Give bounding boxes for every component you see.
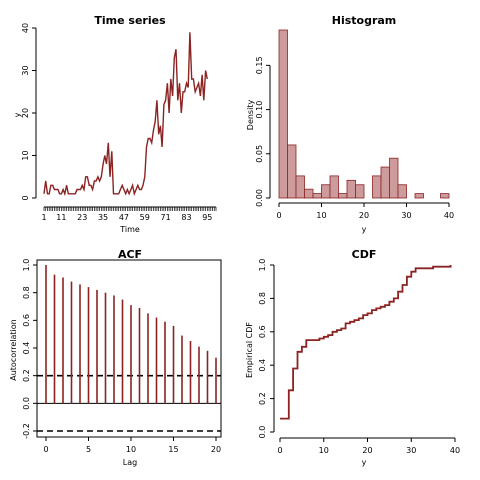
histogram-bar [346,179,356,199]
histogram-x-tick-label: 20 [359,211,369,220]
acf-plot-frame [36,259,222,438]
histogram-bar [397,184,407,199]
histogram-bar [329,175,339,199]
time-series-xlabel: Time [119,225,140,234]
histogram-y-tick-label: 0.00 [255,189,264,207]
acf-x-tick-label: 20 [211,445,221,454]
cdf-axes: 0 10 20 30 40 0.0 0.2 0.4 0.6 0.8 1.0 [258,259,460,455]
histogram-y-tick-label: 0.10 [255,101,264,119]
histogram-bar [304,188,314,199]
time-series-x-tick-label: 71 [161,213,171,222]
acf-y-tick-label: 0.8 [22,286,31,299]
acf-marks [37,265,221,432]
time-series-y-tick-label: 10 [21,150,30,160]
histogram-bar [389,157,399,199]
acf-title: ACF [118,248,142,261]
time-series-title: Time series [94,14,166,27]
histogram-bar [355,184,365,199]
histogram-bar [321,184,331,199]
acf-ylabel: Autocorrelation [9,319,18,381]
time-series-marks [43,32,208,197]
histogram-x-tick-label: 10 [316,211,326,220]
acf-x-tick-label: 5 [86,445,91,454]
acf-y-tick-label: 0.2 [22,369,31,382]
histogram-title: Histogram [332,14,397,27]
time-series-ylabel: y [13,112,22,117]
histogram-x-tick-label: 30 [401,211,411,220]
histogram-y-tick-label: 0.15 [255,56,264,74]
time-series-x-tick-label: 83 [181,213,191,222]
cdf-y-tick-label: 0.2 [258,392,267,405]
cdf-marks [280,265,452,420]
time-series-x-tick-label: 95 [202,213,212,222]
histogram-bar [380,166,390,199]
acf-y-tick-label: 1.0 [22,259,31,272]
histogram-bar [414,193,424,199]
cdf-x-tick-label: 20 [362,446,372,455]
time-series-line [43,32,208,197]
time-series-x-tick-label: 1 [41,213,46,222]
time-series-x-tick-label: 47 [119,213,129,222]
time-series-y-tick-label: 30 [21,65,30,75]
histogram-bar [372,175,382,199]
cdf-y-tick-label: 0.8 [258,292,267,305]
histogram-axes: 0 10 20 30 40 0.00 0.05 0.10 0.15 [255,56,454,220]
cdf-title: CDF [352,248,377,261]
acf-x-tick-label: 10 [126,445,136,454]
histogram-bar [312,193,322,199]
histogram-ylabel: Density [246,100,255,131]
panel-cdf: CDF y Empirical CDF 0 10 20 30 40 0.0 0.2 0.4 0.… [245,248,460,467]
acf-axes: 0 5 10 15 20 -0.2 0.0 0.2 0.4 0.6 0.8 1.0 [22,259,222,454]
time-series-y-tick-label: 40 [21,23,30,33]
cdf-y-tick-label: 1.0 [258,259,267,272]
time-series-x-tick-label: 35 [98,213,108,222]
time-series-x-tick-label: 59 [140,213,150,222]
cdf-x-tick-label: 30 [406,446,416,455]
histogram-y-tick-label: 0.05 [255,145,264,163]
histogram-x-tick-label: 40 [444,211,454,220]
panel-time-series: Time series Time y 1 11 23 35 47 59 71 83 950102… [13,14,217,234]
cdf-x-tick-label: 10 [319,446,329,455]
histogram-bar [287,144,297,199]
cdf-x-tick-label: 0 [277,446,282,455]
cdf-x-tick-label: 40 [450,446,460,455]
cdf-y-tick-label: 0.6 [258,325,267,338]
cdf-y-tick-label: 0.4 [258,359,267,372]
histogram-bar [440,193,450,199]
histogram-marks [278,29,450,199]
histogram-x-tick-label: 0 [276,211,281,220]
cdf-xlabel: y [362,458,367,467]
acf-y-tick-label: 0.4 [22,342,31,355]
acf-x-tick-label: 15 [168,445,178,454]
histogram-bar [338,193,348,199]
time-series-x-tick-label: 23 [77,213,87,222]
acf-y-tick-label: -0.2 [22,423,31,439]
panel-histogram: Histogram y Density 0 10 20 30 40 0.00 0.05 0.1… [246,14,454,234]
cdf-y-tick-label: 0.0 [258,426,267,439]
histogram-xlabel: y [362,225,367,234]
time-series-y-tick-label: 0 [21,195,30,200]
acf-xlabel: Lag [123,458,137,467]
acf-x-tick-label: 0 [43,445,48,454]
histogram-bar [278,29,288,199]
panel-acf: ACF Lag Autocorrelation 0 5 10 15 20-0.20.00… [9,248,222,467]
acf-y-tick-label: 0.6 [22,314,31,327]
histogram-bar [295,175,305,199]
cdf-step-line [280,265,452,420]
time-series-x-tick-label: 11 [56,213,66,222]
cdf-ylabel: Empirical CDF [245,322,254,378]
time-series-y-tick-label: 20 [21,108,30,118]
acf-y-tick-label: 0.0 [22,397,31,410]
